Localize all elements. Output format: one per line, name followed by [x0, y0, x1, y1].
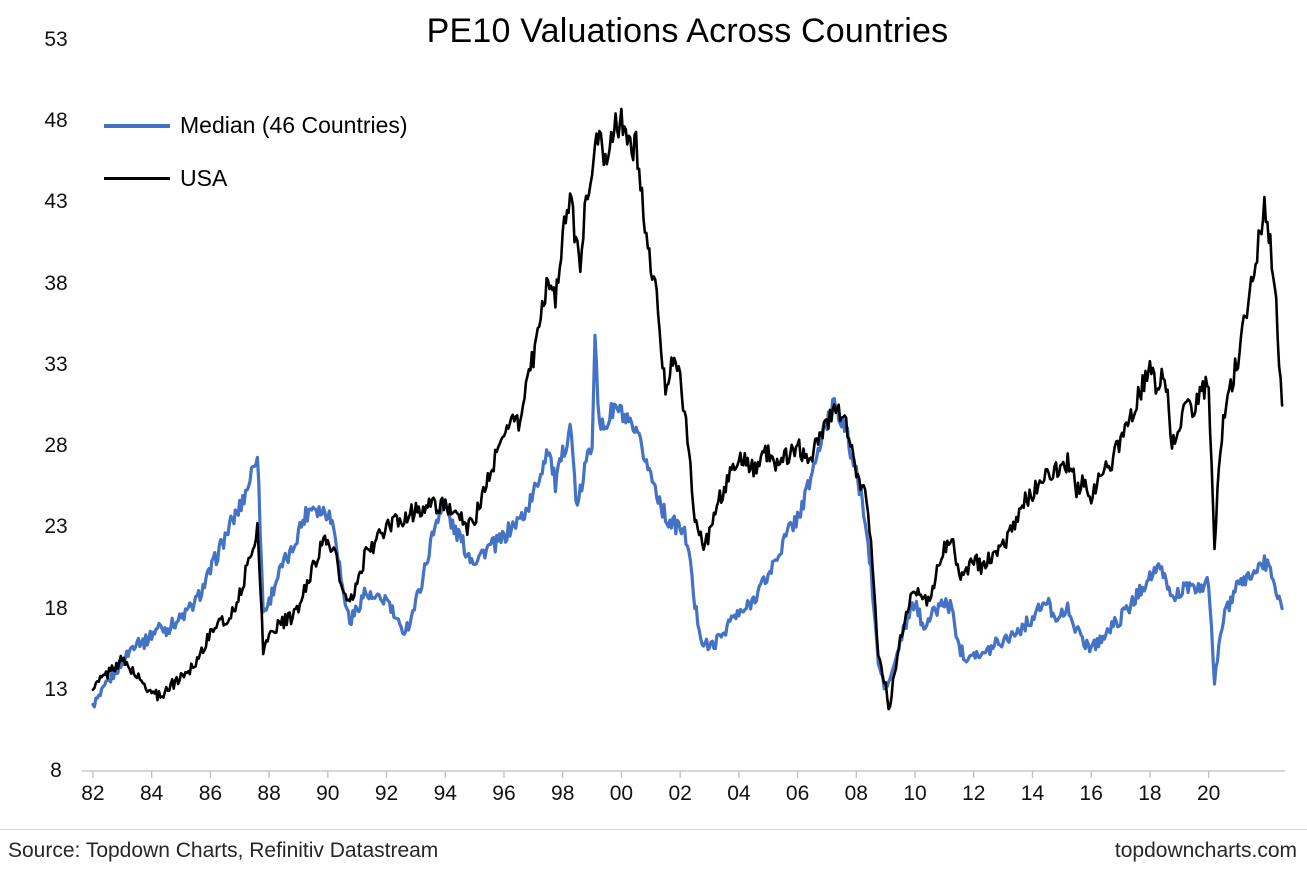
- series-line-usa: [91, 107, 1284, 711]
- y-tick-label: 18: [44, 596, 68, 620]
- legend-swatch-0: [104, 123, 170, 128]
- y-tick-label: 28: [44, 434, 68, 458]
- x-tick-label: 92: [374, 782, 399, 805]
- x-tick-label: 96: [492, 782, 516, 805]
- legend-swatch-1: [104, 177, 170, 180]
- x-tick-label: 06: [785, 782, 810, 805]
- y-tick-label: 33: [44, 352, 68, 376]
- x-tick-label: 98: [551, 782, 575, 805]
- chart-legend: Median (46 Countries) USA: [104, 112, 408, 218]
- x-tick-label: 10: [903, 782, 927, 805]
- x-tick-label: 20: [1196, 782, 1221, 805]
- y-tick-label: 48: [44, 109, 68, 133]
- x-tick-label: 88: [257, 782, 281, 805]
- source-text: Source: Topdown Charts, Refinitiv Datast…: [8, 839, 439, 862]
- series-line-median: [91, 333, 1284, 709]
- legend-item-median: Median (46 Countries): [104, 112, 408, 139]
- x-tick-label: 18: [1138, 782, 1162, 805]
- y-tick-label: 53: [44, 28, 68, 51]
- x-tick-label: 90: [316, 782, 340, 805]
- y-tick-label: 8: [50, 759, 62, 782]
- x-tick-label: 84: [139, 782, 164, 805]
- legend-label-median: Median (46 Countries): [180, 112, 408, 138]
- y-tick-label: 38: [44, 271, 68, 295]
- legend-item-usa: USA: [104, 165, 408, 192]
- x-tick-label: 08: [844, 782, 868, 805]
- y-tick-label: 23: [44, 515, 68, 539]
- website-text: topdowncharts.com: [1114, 839, 1297, 862]
- x-tick-label: 00: [609, 782, 634, 805]
- y-tick-label: 43: [44, 190, 68, 214]
- y-tick-label: 13: [44, 677, 68, 701]
- chart-title: PE10 Valuations Across Countries: [426, 12, 949, 50]
- chart-footer: Source: Topdown Charts, Refinitiv Datast…: [0, 829, 1307, 863]
- x-tick-label: 86: [198, 782, 223, 805]
- x-tick-label: 94: [433, 782, 457, 805]
- x-tick-label: 16: [1079, 782, 1103, 805]
- x-tick-label: 82: [81, 782, 105, 805]
- x-tick-label: 12: [962, 782, 986, 805]
- x-tick-label: 04: [727, 782, 751, 805]
- x-tick-label: 14: [1020, 782, 1045, 805]
- x-tick-label: 02: [668, 782, 692, 805]
- legend-label-usa: USA: [180, 165, 228, 191]
